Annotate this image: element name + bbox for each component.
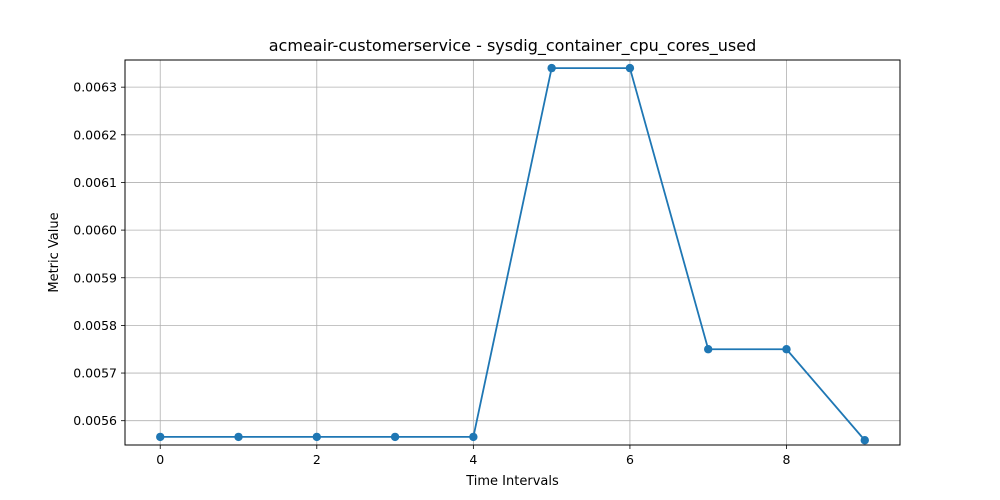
y-tick-label: 0.0059	[73, 270, 117, 285]
x-tick-label: 0	[156, 452, 164, 467]
y-tick-label: 0.0061	[73, 175, 117, 190]
data-point	[234, 432, 243, 442]
x-tick-label: 6	[626, 452, 634, 467]
y-axis: 0.0056 0.0057 0.0058 0.0059 0.0060 0.0061 0.00…	[73, 80, 125, 428]
y-tick-label: 0.0063	[73, 80, 117, 95]
series	[156, 63, 869, 445]
data-point	[469, 432, 478, 442]
x-tick-label: 8	[783, 452, 791, 467]
y-tick-label: 0.0057	[73, 366, 117, 381]
series-line	[160, 67, 866, 441]
y-tick-label: 0.0062	[73, 127, 117, 142]
x-axis: 0 2 4 6 8	[156, 445, 791, 467]
x-axis-label: Time Intervals	[465, 474, 559, 489]
data-point	[156, 432, 165, 442]
y-tick-label: 0.0056	[73, 413, 117, 428]
data-point	[782, 345, 791, 354]
x-tick-label: 4	[469, 452, 477, 467]
data-point	[625, 63, 635, 73]
y-tick-label: 0.0058	[73, 318, 117, 333]
data-point	[390, 432, 400, 442]
data-point	[547, 63, 556, 73]
chart-title: acmeair-customerservice - sysdig_contain…	[269, 36, 756, 56]
data-point	[704, 345, 713, 354]
data-point	[312, 432, 321, 442]
x-tick-label: 2	[313, 452, 321, 467]
grid	[125, 60, 900, 445]
data-point	[860, 436, 869, 445]
plot-frame	[124, 59, 901, 446]
y-axis-label: Metric Value	[47, 212, 62, 292]
y-tick-label: 0.0060	[73, 223, 117, 238]
